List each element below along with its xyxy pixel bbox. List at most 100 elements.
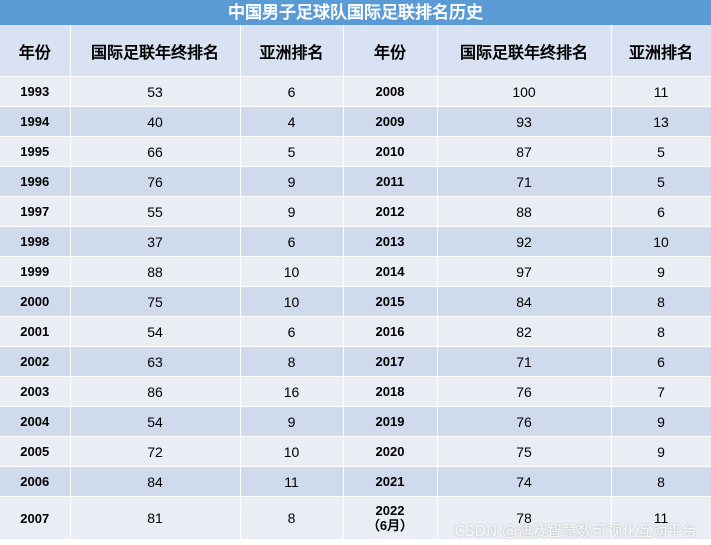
table-row: 2000 75 10 2015 84 8: [0, 286, 711, 317]
table-row: 1995 66 5 2010 87 5: [0, 136, 711, 167]
asia-rank-cell: 8: [611, 316, 711, 347]
year-cell: 1998: [0, 226, 71, 257]
year-cell: 1997: [0, 196, 71, 227]
col-header-year: 年份: [0, 25, 71, 77]
year-cell: 2015: [343, 286, 438, 317]
year-cell: 2005: [0, 436, 71, 467]
year-cell: 2021: [343, 466, 438, 497]
year-cell: 2001: [0, 316, 71, 347]
year-cell: 2000: [0, 286, 71, 317]
table-row: 1996 76 9 2011 71 5: [0, 166, 711, 197]
year-cell: 2017: [343, 346, 438, 377]
fifa-rank-cell: 54: [70, 316, 241, 347]
asia-rank-cell: 9: [240, 166, 344, 197]
year-cell: 1995: [0, 136, 71, 167]
fifa-rank-cell: 100: [437, 76, 612, 107]
fifa-rank-cell: 88: [70, 256, 241, 287]
year-note: （6月）: [366, 518, 414, 533]
asia-rank-cell: 9: [240, 196, 344, 227]
year-cell: 2003: [0, 376, 71, 407]
asia-rank-cell: 11: [611, 76, 711, 107]
asia-rank-cell: 8: [240, 496, 344, 540]
year-cell: 1996: [0, 166, 71, 197]
table-row: 1999 88 10 2014 97 9: [0, 256, 711, 287]
asia-rank-cell: 9: [240, 406, 344, 437]
year-cell: 1994: [0, 106, 71, 137]
year-cell: 2016: [343, 316, 438, 347]
table-row: 1998 37 6 2013 92 10: [0, 226, 711, 257]
asia-rank-cell: 5: [240, 136, 344, 167]
asia-rank-cell: 6: [240, 76, 344, 107]
ranking-table: 年份 国际足联年终排名 亚洲排名 年份 国际足联年终排名 亚洲排名 1993 53…: [0, 25, 711, 540]
asia-rank-cell: 8: [611, 466, 711, 497]
year-cell: 2007: [0, 496, 71, 540]
fifa-rank-cell: 97: [437, 256, 612, 287]
fifa-rank-cell: 87: [437, 136, 612, 167]
watermark: CSDN @迪赛智慧数可视化互动平台: [454, 522, 697, 540]
year-cell: 2022 （6月）: [343, 496, 438, 540]
asia-rank-cell: 8: [240, 346, 344, 377]
col-header-year: 年份: [343, 25, 438, 77]
fifa-rank-cell: 81: [70, 496, 241, 540]
fifa-rank-cell: 71: [437, 346, 612, 377]
asia-rank-cell: 10: [240, 286, 344, 317]
year-cell: 2020: [343, 436, 438, 467]
fifa-rank-cell: 40: [70, 106, 241, 137]
fifa-rank-cell: 93: [437, 106, 612, 137]
asia-rank-cell: 8: [611, 286, 711, 317]
fifa-rank-cell: 55: [70, 196, 241, 227]
fifa-rank-cell: 84: [437, 286, 612, 317]
asia-rank-cell: 10: [240, 436, 344, 467]
year-cell: 2010: [343, 136, 438, 167]
table-row: 2007 81 8 2022 （6月） 78 11: [0, 496, 711, 540]
year-cell: 2018: [343, 376, 438, 407]
table-title: 中国男子足球队国际足联排名历史: [0, 0, 711, 25]
fifa-rank-cell: 76: [437, 376, 612, 407]
asia-rank-cell: 6: [240, 226, 344, 257]
table-row: 2003 86 16 2018 76 7: [0, 376, 711, 407]
fifa-rank-cell: 75: [70, 286, 241, 317]
year-cell: 2009: [343, 106, 438, 137]
asia-rank-cell: 10: [611, 226, 711, 257]
asia-rank-cell: 7: [611, 376, 711, 407]
fifa-rank-cell: 53: [70, 76, 241, 107]
asia-rank-cell: 9: [611, 406, 711, 437]
year-cell: 2014: [343, 256, 438, 287]
asia-rank-cell: 11: [611, 496, 711, 540]
year-cell: 2002: [0, 346, 71, 377]
asia-rank-cell: 9: [611, 256, 711, 287]
fifa-rank-cell: 76: [70, 166, 241, 197]
fifa-rank-cell: 76: [437, 406, 612, 437]
fifa-rank-cell: 71: [437, 166, 612, 197]
asia-rank-cell: 4: [240, 106, 344, 137]
asia-rank-cell: 6: [240, 316, 344, 347]
col-header-fifa-rank: 国际足联年终排名: [70, 25, 241, 77]
asia-rank-cell: 6: [611, 196, 711, 227]
fifa-rank-cell: 72: [70, 436, 241, 467]
table-row: 1994 40 4 2009 93 13: [0, 106, 711, 137]
table-row: 2004 54 9 2019 76 9: [0, 406, 711, 437]
year-cell: 2004: [0, 406, 71, 437]
fifa-rank-cell: 74: [437, 466, 612, 497]
table-row: 2001 54 6 2016 82 8: [0, 316, 711, 347]
fifa-rank-cell: 66: [70, 136, 241, 167]
fifa-rank-cell: 86: [70, 376, 241, 407]
col-header-asia-rank: 亚洲排名: [611, 25, 711, 77]
table-row: 2002 63 8 2017 71 6: [0, 346, 711, 377]
fifa-rank-cell: 92: [437, 226, 612, 257]
fifa-rank-cell: 78: [437, 496, 612, 540]
year-cell: 2013: [343, 226, 438, 257]
year-cell: 1993: [0, 76, 71, 107]
col-header-fifa-rank: 国际足联年终排名: [437, 25, 612, 77]
asia-rank-cell: 11: [240, 466, 344, 497]
table-row: 2005 72 10 2020 75 9: [0, 436, 711, 467]
year-cell: 1999: [0, 256, 71, 287]
year-cell: 2019: [343, 406, 438, 437]
year-cell: 2011: [343, 166, 438, 197]
table-row: 1997 55 9 2012 88 6: [0, 196, 711, 227]
fifa-rank-cell: 82: [437, 316, 612, 347]
asia-rank-cell: 5: [611, 136, 711, 167]
fifa-rank-cell: 37: [70, 226, 241, 257]
fifa-rank-cell: 84: [70, 466, 241, 497]
header-row: 年份 国际足联年终排名 亚洲排名 年份 国际足联年终排名 亚洲排名: [0, 25, 711, 77]
